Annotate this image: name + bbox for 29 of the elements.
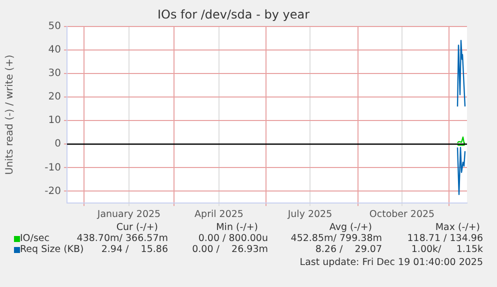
text: Min (-/+) <box>216 222 258 233</box>
text: 438.70m/ 366.57m <box>76 233 168 244</box>
text: Last update: Fri Dec 19 01:40:00 2025 <box>300 257 483 268</box>
text: 452.85m/ 799.38m <box>290 233 382 244</box>
y-axis-title: Units read (-) / write (+) <box>4 54 16 175</box>
text: 8.26 / 29.07 <box>315 244 382 255</box>
text: Avg (-/+) <box>329 222 372 233</box>
legend-label: IO/sec <box>20 233 50 244</box>
y-tick-label: 0 <box>54 138 61 150</box>
y-tick-label: 40 <box>48 44 61 56</box>
x-tick-label: July 2025 <box>286 209 332 220</box>
y-tick-label: 30 <box>48 68 61 80</box>
y-tick-label: -20 <box>44 186 61 197</box>
y-tick-label: 20 <box>48 92 61 103</box>
y-tick-label: 10 <box>48 115 61 126</box>
text: 0.00 / 26.93m <box>192 244 268 255</box>
text: 1.00k/ 1.15k <box>411 244 483 255</box>
legend-label: Req Size (KB) <box>20 244 84 255</box>
x-tick-label: April 2025 <box>194 209 244 220</box>
text: Max (-/+) <box>435 222 480 233</box>
text: 2.94 / 15.86 <box>101 244 168 255</box>
text: 118.71 / 134.96 <box>407 233 483 244</box>
y-tick-label: -10 <box>44 162 61 174</box>
chart-title: IOs for /dev/sda - by year <box>157 7 310 22</box>
x-tick-label: January 2025 <box>96 209 161 220</box>
y-tick-label: 50 <box>48 20 61 32</box>
text: Cur (-/+) <box>116 222 158 233</box>
x-tick-label: October 2025 <box>369 209 435 220</box>
text: 0.00 / 800.00u <box>198 233 268 244</box>
